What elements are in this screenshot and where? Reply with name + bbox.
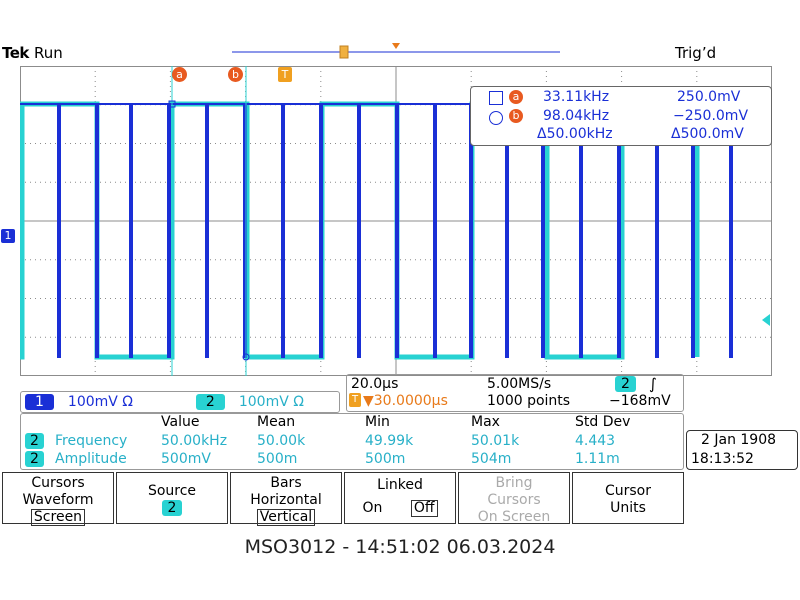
cursor-a-icon: a [509,90,523,104]
linked-off-option: Off [410,500,438,517]
menu-label: Units [610,500,646,516]
menu-selected-option: Screen [30,509,86,526]
menu-label: Horizontal [250,492,322,508]
acquisition-state: Run [34,44,63,62]
cursor-b-marker[interactable]: b [228,67,243,82]
row2-name: Amplitude [55,451,127,467]
horizontal-position: ▼30.0000µs [363,393,448,409]
row1-min: 49.99k [365,433,414,449]
bars-orientation-button[interactable]: Bars Horizontal Vertical [230,472,342,526]
header-std-dev: Std Dev [575,414,631,430]
bring-cursors-on-screen-button[interactable]: Bring Cursors On Screen [458,472,570,525]
trigger-state: Trig’d [675,44,717,62]
menu-label: Source [147,483,197,499]
date-time-display: 2 Jan 1908 18:13:52 [686,430,798,470]
sample-rate: 5.00MS/s [487,376,552,392]
channel-scale-bar: 1 100mV Ω 2 100mV Ω [20,391,340,413]
cursor-b-point [242,353,250,361]
ch1-scale: 100mV Ω [67,394,134,410]
image-caption: MSO3012 - 14:51:02 06.03.2024 [244,536,556,558]
cursor-b-frequency: 98.04kHz [543,108,610,124]
cursor-readout: a 33.11kHz 250.0mV b 98.04kHz −250.0mV Δ… [470,86,772,146]
ch1-ground-marker[interactable]: 1 [1,229,15,243]
cursor-a-voltage: 250.0mV [677,89,741,105]
cursor-b-circle-icon [489,111,503,125]
date: 2 Jan 1908 [701,432,777,448]
time: 18:13:52 [691,451,754,467]
record-length: 1000 points [487,393,571,409]
row1-channel: 2 [25,433,44,449]
rising-edge-icon: ∫ [649,375,657,393]
cursor-a-frequency: 33.11kHz [543,89,610,105]
trigger-position-icon: T [349,393,361,407]
time-per-division: 20.0µs [351,376,399,392]
timebase-readout: 20.0µs 5.00MS/s 2 ∫ T ▼30.0000µs 1000 po… [346,374,684,412]
linked-button[interactable]: Linked On Off [344,472,456,524]
header-min: Min [365,414,390,430]
cursor-a-marker[interactable]: a [172,67,187,82]
waveform-display[interactable] [20,66,772,376]
menu-label: Cursors [31,475,85,491]
menu-label: Linked [377,477,423,493]
menu-label: Cursors [487,492,541,508]
cursors-waveform-screen-button[interactable]: Cursors Waveform Screen [2,472,114,526]
ch2-scale: 100mV Ω [238,394,304,410]
row1-name: Frequency [55,433,128,449]
row1-max: 50.01k [471,433,520,449]
row2-max: 504m [471,451,512,467]
cursor-delta-voltage: Δ500.0mV [671,126,744,142]
cursor-a-point [168,100,176,108]
row2-min: 500m [365,451,406,467]
menu-label: On Screen [477,509,551,525]
trigger-source-badge: 2 [615,376,636,392]
source-channel-badge: 2 [161,500,183,516]
header-max: Max [471,414,500,430]
row2-std-dev: 1.11m [575,451,620,467]
row1-std-dev: 4.443 [575,433,616,449]
menu-label: Cursor [604,483,652,499]
menu-selected-option: Vertical [256,509,316,526]
cursor-units-button[interactable]: Cursor Units [572,472,684,524]
brand-logo: Tek [2,44,29,62]
header-mean: Mean [257,414,296,430]
measurement-table: Value Mean Min Max Std Dev 2 Frequency 5… [20,413,684,470]
status-bar [0,40,800,66]
menu-label: Bring [495,475,533,491]
ch1-badge[interactable]: 1 [25,394,54,410]
cursor-b-icon: b [509,109,523,123]
header-value: Value [161,414,200,430]
row2-value: 500mV [161,451,211,467]
row1-mean: 50.00k [257,433,306,449]
menu-label: Waveform [22,492,94,508]
menu-label: Bars [270,475,302,491]
trigger-level-marker[interactable] [762,314,770,326]
linked-on-option: On [362,500,383,516]
cursor-a-square-icon [489,91,503,105]
cursor-b-voltage: −250.0mV [673,108,749,124]
row2-mean: 500m [257,451,298,467]
row2-channel: 2 [25,451,44,467]
waveform-svg [20,66,772,376]
row1-value: 50.00kHz [161,433,228,449]
trigger-level: −168mV [609,393,671,409]
source-button[interactable]: Source 2 [116,472,228,524]
cursor-delta-frequency: Δ50.00kHz [537,126,613,142]
ch2-badge[interactable]: 2 [195,394,225,410]
trigger-position-marker[interactable]: T [278,67,292,82]
